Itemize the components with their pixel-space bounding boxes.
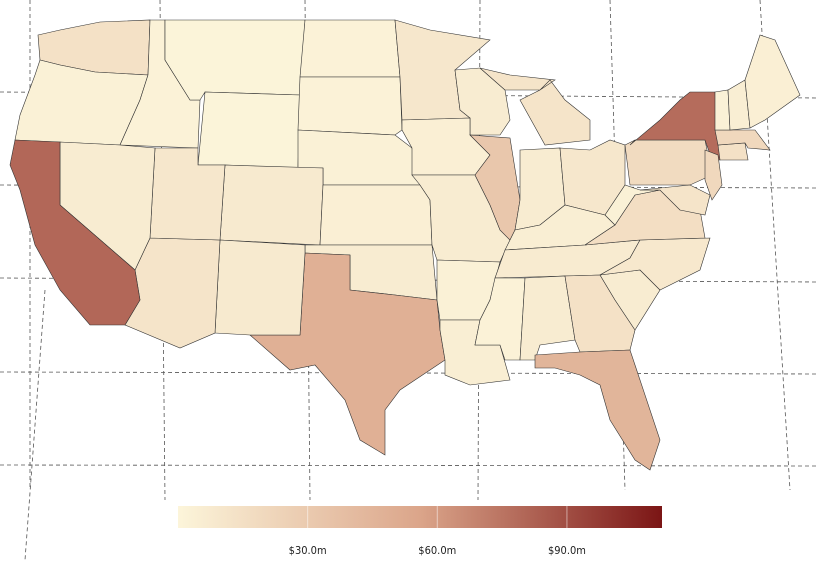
states bbox=[9, 19, 801, 471]
state bbox=[297, 76, 403, 136]
state bbox=[744, 34, 801, 129]
state bbox=[319, 184, 433, 246]
colorbar-tick-label: $30.0m bbox=[289, 544, 327, 557]
state bbox=[624, 139, 713, 186]
state bbox=[197, 91, 301, 169]
state bbox=[214, 239, 306, 336]
state bbox=[599, 237, 711, 291]
colorbar bbox=[178, 506, 662, 528]
state bbox=[164, 19, 306, 101]
colorbar-tick-label: $90.0m bbox=[548, 544, 586, 557]
state bbox=[714, 129, 771, 151]
state bbox=[714, 89, 731, 131]
state bbox=[717, 142, 749, 161]
colorbar-tick-label: $60.0m bbox=[418, 544, 456, 557]
state bbox=[9, 139, 141, 326]
state bbox=[704, 149, 723, 201]
state bbox=[534, 349, 661, 471]
state bbox=[639, 184, 711, 216]
colorbar-ticks: $30.0m $60.0m $90.0m bbox=[289, 506, 586, 557]
state bbox=[469, 134, 521, 241]
state bbox=[479, 67, 591, 146]
state bbox=[249, 252, 446, 456]
state bbox=[219, 164, 324, 246]
state bbox=[299, 19, 401, 78]
